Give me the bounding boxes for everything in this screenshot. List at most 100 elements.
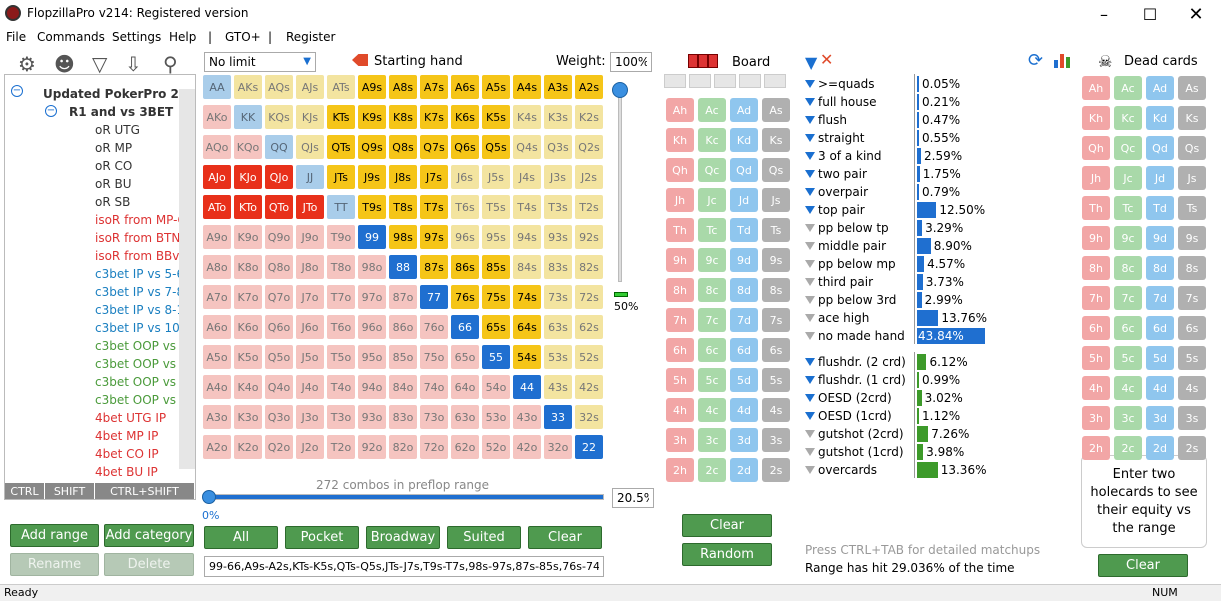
hand-cell[interactable]: T9s <box>357 194 387 220</box>
hand-cell[interactable]: A5o <box>202 344 232 370</box>
hand-cell[interactable]: 98s <box>388 224 418 250</box>
stat-row[interactable]: OESD (2crd) <box>805 389 892 407</box>
hand-cell[interactable]: 84o <box>388 374 418 400</box>
hand-cell[interactable]: KQs <box>264 104 294 130</box>
board-card[interactable]: 5s <box>762 368 790 392</box>
dead-card[interactable]: 8c <box>1114 256 1142 280</box>
tree-item[interactable]: c3bet IP vs 8-10% <box>95 303 196 317</box>
hand-cell[interactable]: 86s <box>450 254 480 280</box>
search-icon[interactable]: ⚲ <box>163 52 178 76</box>
dead-card[interactable]: Ah <box>1082 76 1110 100</box>
board-card[interactable]: 3c <box>698 428 726 452</box>
board-card[interactable]: Ac <box>698 98 726 122</box>
stat-row[interactable]: two pair <box>805 165 867 183</box>
board-card[interactable]: Kd <box>730 128 758 152</box>
modifier-ctrl-shift[interactable]: CTRL+SHIFT <box>95 483 195 499</box>
tree-item[interactable]: c3bet OOP vs 7-8 <box>95 357 196 371</box>
board-card[interactable]: 6s <box>762 338 790 362</box>
hand-cell[interactable]: J5o <box>295 344 325 370</box>
range-pocket-button[interactable]: Pocket <box>285 526 359 549</box>
dead-card[interactable]: 4h <box>1082 376 1110 400</box>
hand-cell[interactable]: K9s <box>357 104 387 130</box>
hand-cell[interactable]: 82o <box>388 434 418 460</box>
tree-item[interactable]: oR MP <box>95 141 133 155</box>
range-broadway-button[interactable]: Broadway <box>366 526 440 549</box>
hand-cell[interactable]: AA <box>202 74 232 100</box>
dead-card[interactable]: 9c <box>1114 226 1142 250</box>
stat-row[interactable]: pp below tp <box>805 219 889 237</box>
dead-card[interactable]: Jh <box>1082 166 1110 190</box>
weight-input[interactable] <box>610 52 652 72</box>
hand-cell[interactable]: K6o <box>233 314 263 340</box>
hand-cell[interactable]: 65s <box>481 314 511 340</box>
left-delete-button[interactable]: Delete <box>104 553 194 576</box>
stat-row[interactable]: pp below mp <box>805 255 896 273</box>
dead-card[interactable]: 8d <box>1146 256 1174 280</box>
tree-item[interactable]: c3bet IP vs 5-6% <box>95 267 196 281</box>
weight-slider-handle[interactable] <box>612 82 628 98</box>
board-card[interactable]: Qc <box>698 158 726 182</box>
board-card[interactable]: Ks <box>762 128 790 152</box>
hand-cell[interactable]: T4s <box>512 194 542 220</box>
board-card[interactable]: 6c <box>698 338 726 362</box>
limit-select[interactable]: No limit ▼ <box>204 52 316 72</box>
tree-root[interactable]: Updated PokerPro 2021 c <box>43 87 195 101</box>
board-slot[interactable] <box>714 74 736 88</box>
hand-cell[interactable]: 94o <box>357 374 387 400</box>
hand-cell[interactable]: A5s <box>481 74 511 100</box>
hand-cell[interactable]: 62o <box>450 434 480 460</box>
hand-cell[interactable]: 95o <box>357 344 387 370</box>
board-slot[interactable] <box>689 74 711 88</box>
hand-cell[interactable]: K8s <box>388 104 418 130</box>
tree-item[interactable]: oR CO <box>95 159 133 173</box>
filter-icon[interactable] <box>805 116 815 124</box>
board-random-button[interactable]: Random <box>682 543 772 566</box>
hand-cell[interactable]: QTs <box>326 134 356 160</box>
hand-cell[interactable]: 97o <box>357 284 387 310</box>
board-card[interactable]: 9d <box>730 248 758 272</box>
hand-cell[interactable]: K2o <box>233 434 263 460</box>
hand-cell[interactable]: AKo <box>202 104 232 130</box>
menu-item-1[interactable]: Commands <box>37 30 105 44</box>
dead-card[interactable]: 6d <box>1146 316 1174 340</box>
stat-row[interactable]: flushdr. (2 crd) <box>805 353 906 371</box>
tree-item[interactable]: isoR from BTN-BB <box>95 231 196 245</box>
hand-cell[interactable]: 94s <box>512 224 542 250</box>
dead-card[interactable]: 9s <box>1178 226 1206 250</box>
stat-row[interactable]: straight <box>805 129 865 147</box>
tree-item[interactable]: 4bet MP IP <box>95 429 159 443</box>
hand-cell[interactable]: 54o <box>481 374 511 400</box>
board-card[interactable]: 8h <box>666 278 694 302</box>
close-icon[interactable]: ✕ <box>1188 3 1204 25</box>
menu-item-0[interactable]: File <box>6 30 27 44</box>
tree-collapse-icon[interactable]: − <box>11 85 23 97</box>
dead-card[interactable]: 5h <box>1082 346 1110 370</box>
board-card[interactable]: 4h <box>666 398 694 422</box>
menu-item-7[interactable]: Register <box>286 30 336 44</box>
hand-cell[interactable]: A6s <box>450 74 480 100</box>
board-card[interactable]: 4s <box>762 398 790 422</box>
hand-cell[interactable]: 85s <box>481 254 511 280</box>
hand-cell[interactable]: 85o <box>388 344 418 370</box>
filter-icon[interactable] <box>805 430 815 438</box>
board-card[interactable]: 5c <box>698 368 726 392</box>
dead-card[interactable]: 9d <box>1146 226 1174 250</box>
dead-card[interactable]: 2s <box>1178 436 1206 460</box>
dead-card[interactable]: 5s <box>1178 346 1206 370</box>
dead-card[interactable]: Qc <box>1114 136 1142 160</box>
stat-row[interactable]: full house <box>805 93 877 111</box>
board-card[interactable]: Jc <box>698 188 726 212</box>
dead-card[interactable]: 2c <box>1114 436 1142 460</box>
dead-card[interactable]: Th <box>1082 196 1110 220</box>
dead-card[interactable]: 5d <box>1146 346 1174 370</box>
hand-cell[interactable]: 32s <box>574 404 604 430</box>
hand-cell[interactable]: TT <box>326 194 356 220</box>
board-card[interactable]: 7h <box>666 308 694 332</box>
hand-cell[interactable]: J7s <box>419 164 449 190</box>
dead-card[interactable]: Qs <box>1178 136 1206 160</box>
dead-card[interactable]: 6c <box>1114 316 1142 340</box>
board-card[interactable]: 5d <box>730 368 758 392</box>
hand-cell[interactable]: 33 <box>543 404 573 430</box>
hand-cell[interactable]: J8o <box>295 254 325 280</box>
menu-item-5[interactable]: GTO+ <box>225 30 261 44</box>
